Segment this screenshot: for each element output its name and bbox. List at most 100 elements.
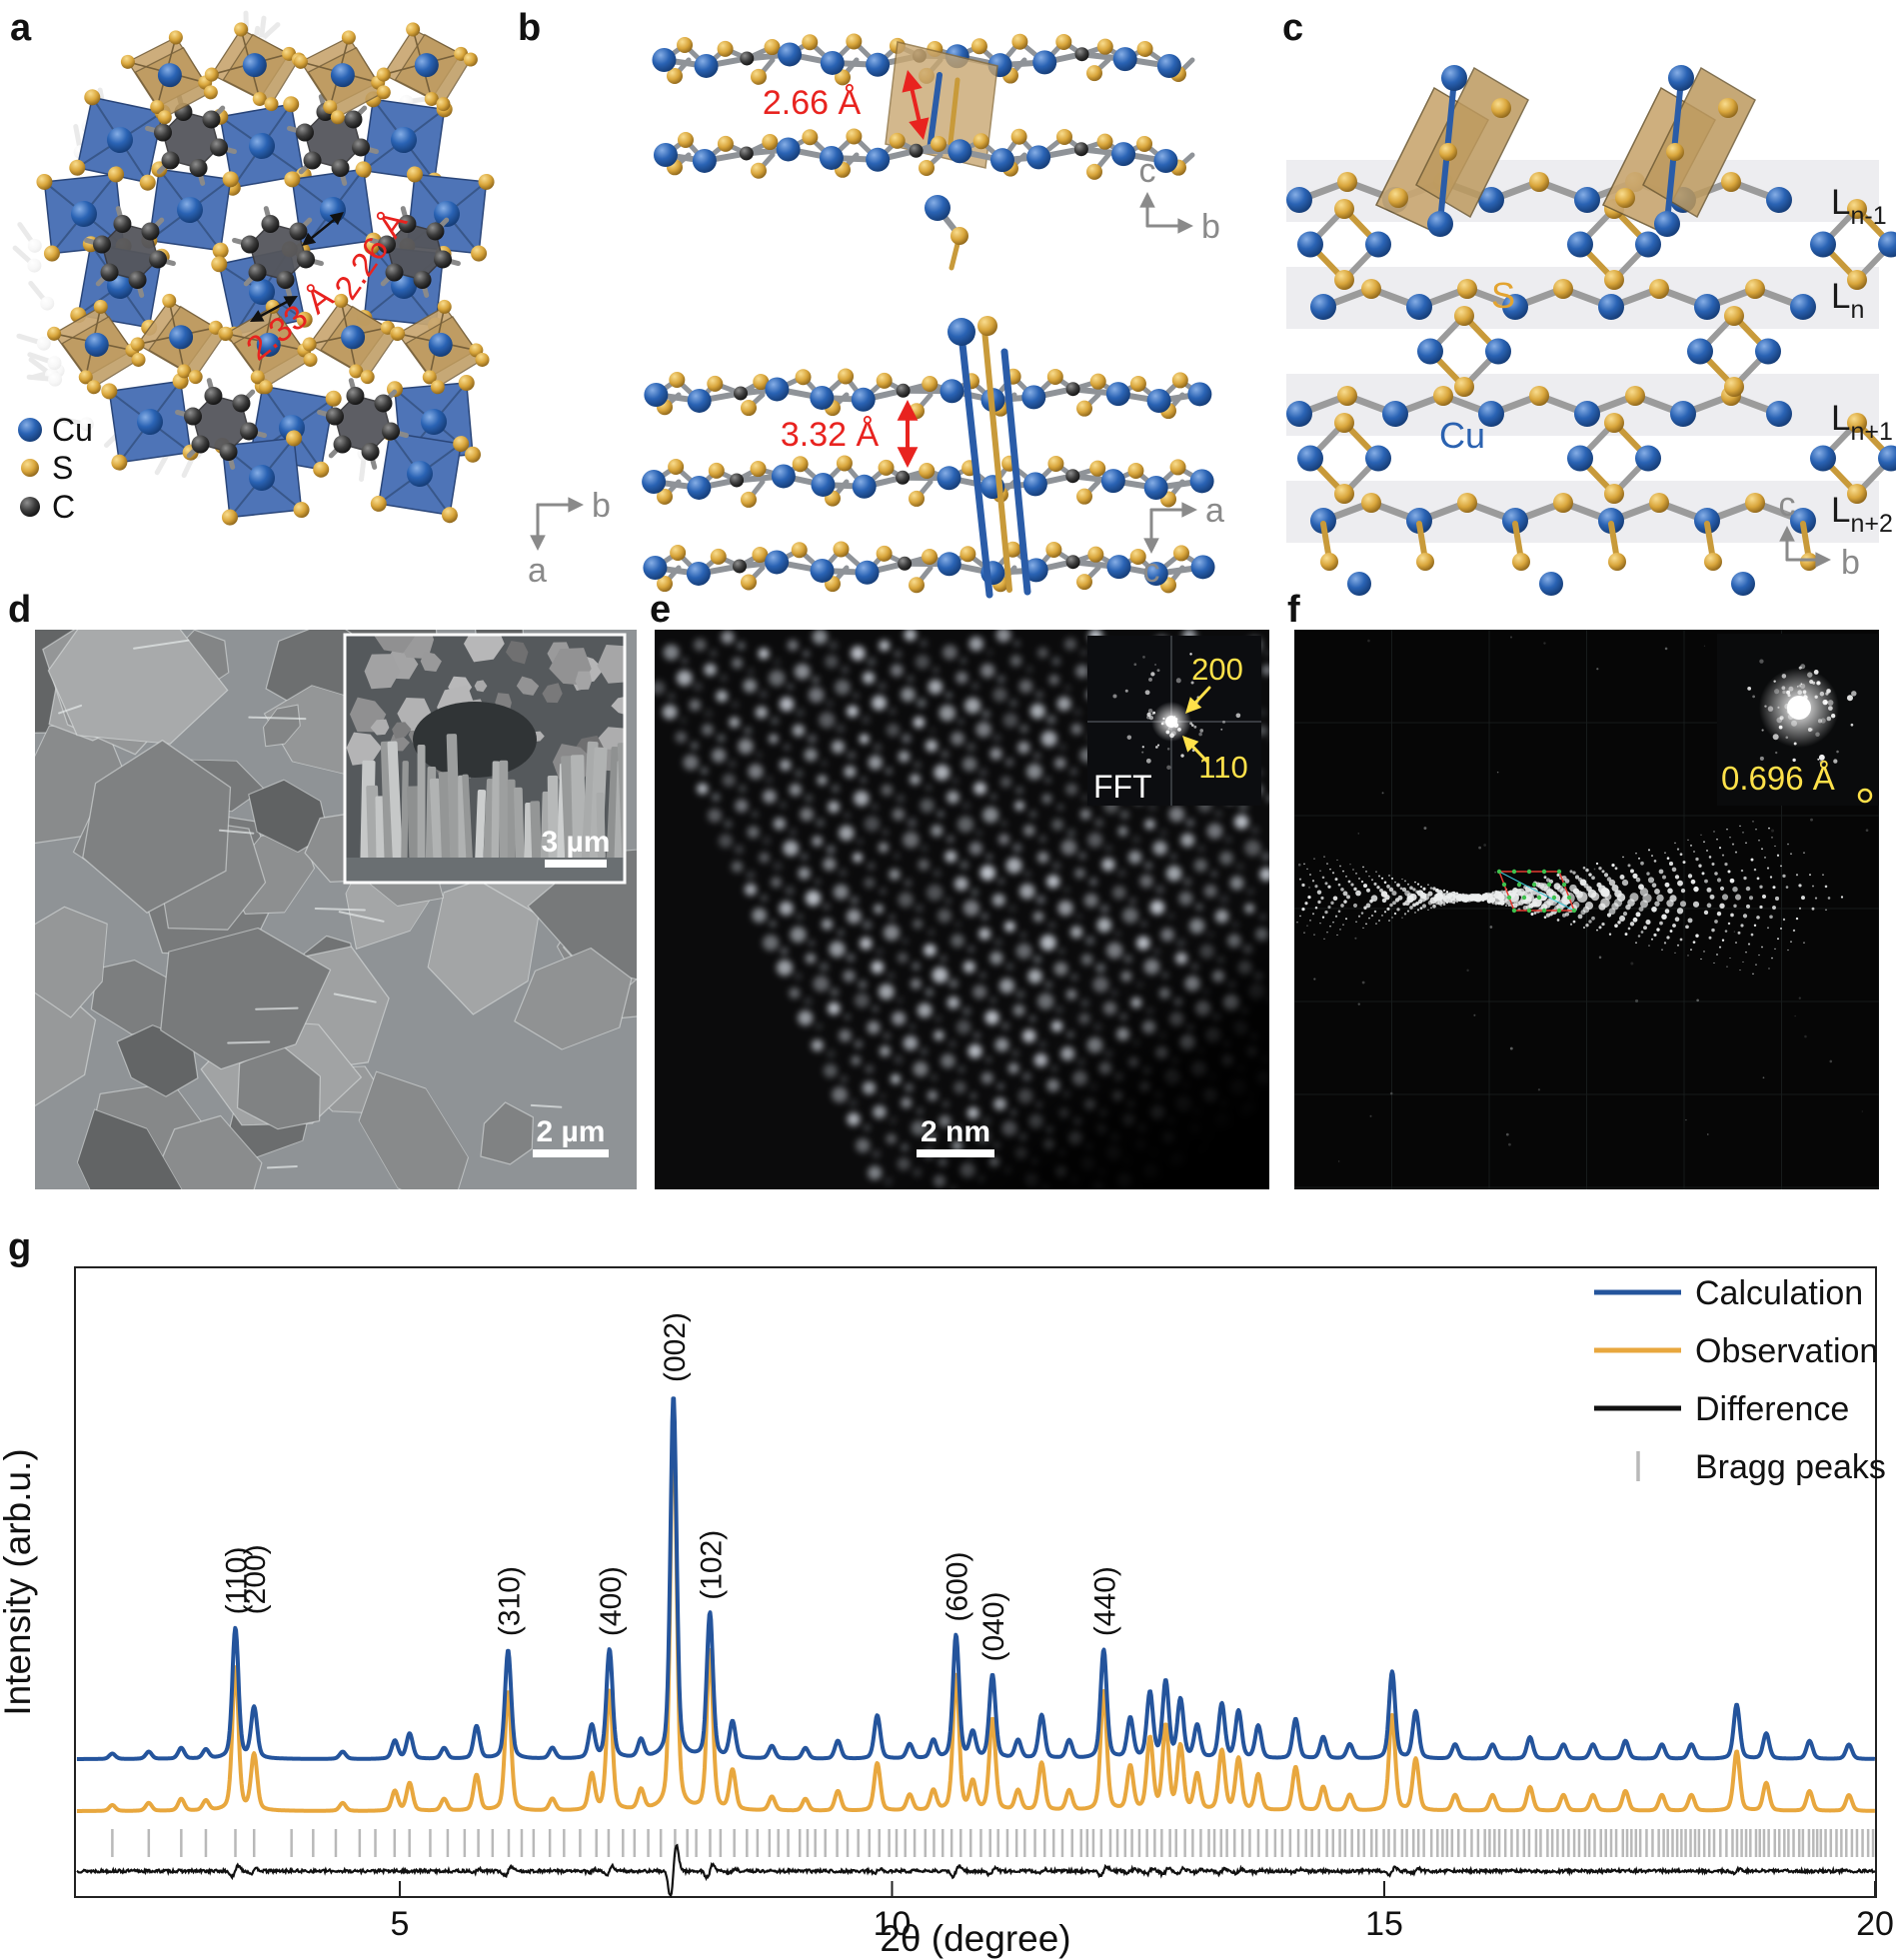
legend-label-observation: Observation <box>1695 1332 1878 1370</box>
resolution-ring-icon <box>1857 788 1873 804</box>
sulfur-octahedron <box>376 22 478 112</box>
xrd-refinement-chart: 5 10 15 20 (110)(200) (310) (400) (002) (102) (60… <box>74 1266 1894 1943</box>
inset-nanorods <box>360 734 625 872</box>
layer-label-n+2: Ln+2 <box>1831 491 1893 538</box>
sem-inset-border <box>343 633 627 885</box>
x-tick-label: 20 <box>1856 1905 1894 1943</box>
panel-c-layer-schematic <box>1286 65 1896 596</box>
stem-scalebar <box>917 1149 994 1157</box>
fft-arrows <box>1182 686 1211 764</box>
axis-label-c-panel-c: c <box>1779 486 1796 524</box>
sulfur-octahedron <box>219 299 318 395</box>
bridging-polyhedron <box>885 41 998 169</box>
layer-label-n-1: Ln-1 <box>1831 183 1887 230</box>
plot-frame <box>74 1266 1877 1898</box>
axes-panel-c <box>1779 526 1831 568</box>
chart-legend-swatches <box>1594 1289 1681 1481</box>
panel-a-crystal-structure <box>12 10 584 551</box>
legend-label-cu: Cu <box>52 412 93 448</box>
legend-label-calculation: Calculation <box>1695 1274 1863 1312</box>
cu-tetrahedron <box>36 166 132 262</box>
sulfur-octahedron <box>293 30 391 125</box>
axes-panel-b-top <box>1139 192 1193 234</box>
stacking-columns <box>948 316 1031 599</box>
x-tick-label: 10 <box>874 1905 912 1943</box>
peak-label-(310): (310) <box>493 1566 526 1636</box>
cu-tetrahedron <box>101 373 199 471</box>
legend-label-bragg-peaks: Bragg peaks <box>1695 1448 1886 1486</box>
panel-label-g: g <box>8 1226 31 1268</box>
cu-tetrahedron <box>214 430 310 526</box>
panel-e-annotations: 200 110 FFT 2 nm <box>917 652 1248 1157</box>
axis-label-a-panel-a: a <box>528 552 547 590</box>
panel-f-annotations: 0.696 Å <box>1721 760 1873 804</box>
interlayer-distance-266: 2.66 Å <box>763 84 862 122</box>
resolution-label: 0.696 Å <box>1721 760 1835 797</box>
cu-tetrahedron <box>69 89 171 191</box>
sulfur-octahedron <box>47 299 146 395</box>
peak-label-(200): (200) <box>239 1544 272 1614</box>
peak-label-(440): (440) <box>1088 1566 1121 1636</box>
dangling-cu-s-pair <box>925 195 968 271</box>
peak-label-(002): (002) <box>659 1312 692 1382</box>
cu-s-network <box>1286 172 1896 534</box>
layer-label-n+1: Ln+1 <box>1831 399 1893 446</box>
sulfur-atom-label: S <box>1491 275 1515 316</box>
panel-label-b: b <box>518 7 541 49</box>
benzene-ring <box>84 206 176 298</box>
legend-label-s: S <box>52 450 73 486</box>
interlayer-arrow-top <box>902 70 930 140</box>
unit-cell-overlay <box>1496 869 1577 914</box>
bond-distance-arrows <box>250 212 344 322</box>
peak-label-(040): (040) <box>977 1591 1010 1661</box>
copper-atom-label: Cu <box>1439 415 1485 456</box>
axis-label-b-panel-a: b <box>592 487 611 525</box>
axis-label-b-panel-b-top: b <box>1201 208 1220 246</box>
calculation-curve <box>75 1396 1877 1761</box>
axes-panel-b-bottom <box>1143 502 1197 554</box>
cu-tetrahedron <box>355 91 453 189</box>
peak-label-(400): (400) <box>595 1566 628 1636</box>
sulfur-octahedron <box>204 22 306 112</box>
stem-scalebar-label: 2 nm <box>921 1115 990 1148</box>
sulfur-octahedron <box>120 30 218 125</box>
panel-label-e: e <box>650 589 671 631</box>
fft-reflection-200-label: 200 <box>1191 652 1243 687</box>
axis-label-c-panel-b-bottom: c <box>1143 552 1160 590</box>
panel-label-f: f <box>1287 589 1300 631</box>
benzene-ring <box>317 378 409 470</box>
panel-label-a: a <box>10 7 32 49</box>
difference-curve <box>76 1843 1876 1898</box>
peak-label-(102): (102) <box>695 1530 728 1600</box>
legend-label-c: C <box>52 489 75 525</box>
atom-legend-symbols <box>18 418 42 517</box>
panel-label-c: c <box>1282 7 1303 49</box>
x-axis-ticks: 5 10 15 20 <box>391 1881 1894 1943</box>
sem-inset-scalebar <box>545 860 607 868</box>
diffraction-pattern <box>1294 630 1879 1189</box>
cu-tetrahedron <box>141 161 239 259</box>
axes-panel-a <box>530 497 584 551</box>
molecular-layer <box>642 455 1214 508</box>
panel-label-d: d <box>8 589 31 631</box>
sem-inset-scalebar-label: 3 µm <box>542 826 611 859</box>
fft-inset <box>1087 636 1261 806</box>
sulfur-octahedron <box>391 299 490 395</box>
sulfur-dimer-polyhedron <box>1374 65 1529 237</box>
benzene-ring <box>369 206 461 298</box>
molecular-layer <box>644 368 1212 420</box>
benzene-ring <box>287 94 379 186</box>
benzene-ring <box>232 206 324 298</box>
sulfur-dimer-polyhedron <box>1601 65 1756 237</box>
stem-image <box>655 630 1269 1189</box>
y-axis-title: Intensity (arb.u.) <box>0 1448 38 1715</box>
peak-hkl-labels: (110)(200) (310) (400) (002) (102) (600)(040)… <box>221 1312 1122 1662</box>
panel-g-annotations: 2θ (degree) Intensity (arb.u.) Calculati… <box>0 1274 1886 1959</box>
axis-label-c-panel-b-top: c <box>1139 152 1156 190</box>
x-axis-title: 2θ (degree) <box>880 1918 1070 1959</box>
axis-label-b-panel-c: b <box>1841 544 1860 582</box>
molecular-layer <box>653 128 1195 180</box>
legend-label-difference: Difference <box>1695 1390 1849 1428</box>
